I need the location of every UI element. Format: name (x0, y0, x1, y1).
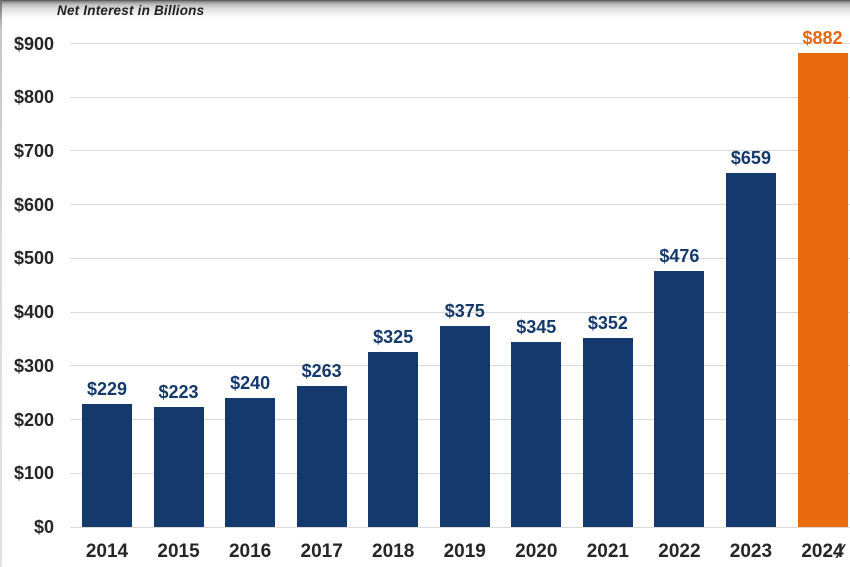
gridline (70, 96, 850, 98)
bar-value-label: $240 (230, 373, 271, 394)
bar (225, 398, 276, 527)
bar-value-label: $659 (730, 147, 771, 168)
y-axis-label: $700 (13, 140, 54, 161)
bar (82, 403, 132, 527)
y-axis-label: $100 (13, 463, 54, 484)
chart-title: Net Interest in Billions (57, 3, 205, 18)
bar-value-label: $325 (373, 327, 414, 348)
gridline (70, 311, 850, 313)
y-axis-label: $600 (13, 194, 54, 215)
gridline (70, 257, 850, 259)
gridline (70, 43, 850, 44)
y-axis-label: $900 (13, 33, 54, 54)
x-axis-label: 2018 (372, 541, 415, 562)
x-axis-label: 2014 (85, 541, 129, 562)
y-axis-label: $200 (13, 409, 54, 430)
x-axis-label: 2015 (157, 541, 200, 562)
bar-value-label: $229 (86, 378, 128, 399)
bar (153, 407, 204, 527)
bar-value-label: $476 (659, 246, 700, 267)
y-axis-label: $800 (13, 87, 54, 108)
bar-value-label: $375 (444, 300, 485, 321)
bar (725, 172, 776, 527)
bar-value-label: $882 (802, 28, 843, 49)
gridline (70, 204, 850, 206)
y-axis-label: $300 (13, 355, 54, 376)
bar-value-label: $352 (587, 312, 628, 333)
x-axis-label: 2016 (228, 541, 272, 562)
x-axis-label: 2022 (658, 541, 701, 562)
y-axis-label: $400 (13, 302, 54, 323)
bar-value-label: $223 (158, 382, 199, 403)
gridline (70, 526, 850, 528)
bar (296, 385, 347, 527)
bar-highlighted (797, 53, 848, 527)
y-axis-label: $500 (13, 248, 54, 269)
y-axis-label: $0 (33, 517, 54, 537)
x-axis-label: 2019 (443, 541, 486, 562)
bar-value-label: $345 (516, 316, 557, 337)
x-axis-footnote-mark: ∕ (839, 541, 843, 563)
x-axis-label: 2021 (586, 541, 629, 562)
x-axis-label: 2024 (801, 541, 844, 562)
x-axis-label: 2020 (515, 541, 558, 562)
x-axis-label: 2017 (300, 541, 343, 562)
x-axis-label: 2023 (729, 541, 773, 562)
bar (654, 271, 705, 527)
bar (368, 352, 419, 527)
bar (582, 337, 633, 527)
bar (511, 341, 562, 527)
bar-value-label: $263 (301, 360, 342, 381)
bar (439, 325, 490, 527)
gridline (70, 150, 850, 152)
